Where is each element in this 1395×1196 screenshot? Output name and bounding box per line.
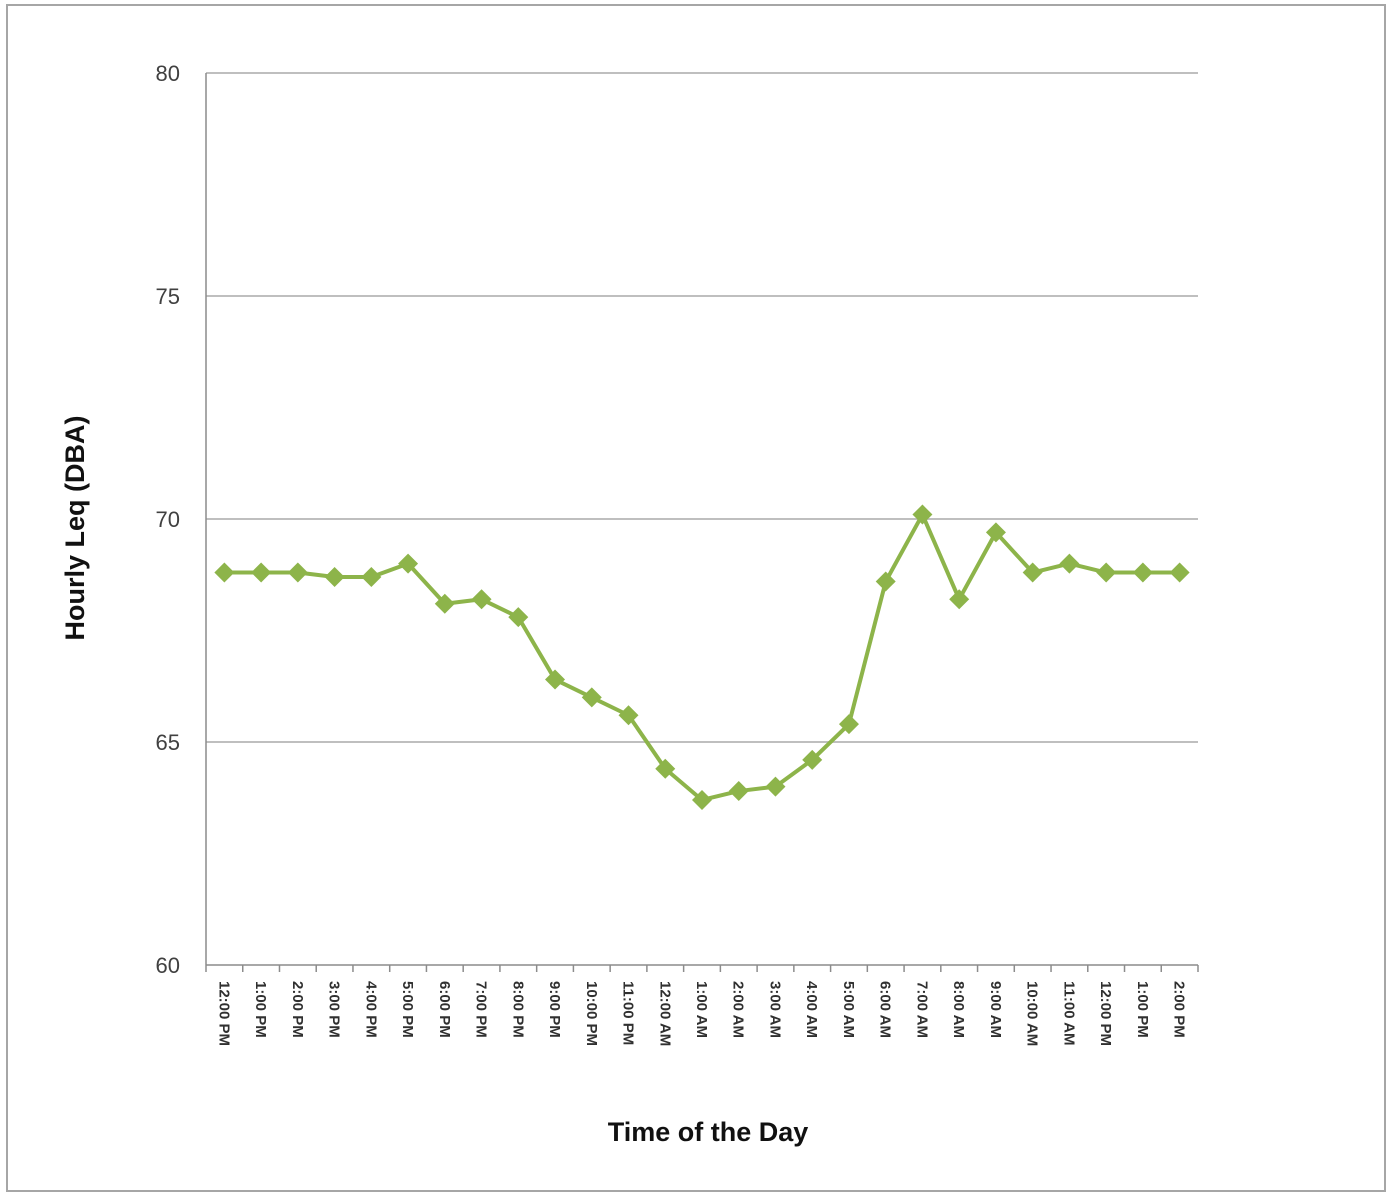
- x-axis-title: Time of the Day: [608, 1117, 809, 1147]
- data-point: [398, 553, 419, 574]
- data-point: [728, 781, 749, 802]
- x-tick-labels: 12:00 PM 1:00 PM 2:00 PM 3:00 PM 4:00 PM 5:00…: [215, 981, 1187, 1046]
- data-point: [361, 566, 382, 587]
- x-tick-label: 2:00 PM: [1171, 981, 1188, 1038]
- x-tick-label: 10:00 PM: [583, 981, 600, 1046]
- data-point: [581, 687, 602, 708]
- x-tick-label: 1:00 PM: [1134, 981, 1151, 1038]
- x-tick-label: 1:00 AM: [693, 981, 710, 1038]
- data-point: [838, 714, 859, 735]
- data-point: [1096, 562, 1117, 583]
- y-tick-labels: 60 65 70 75 80: [156, 61, 180, 978]
- x-tick-label: 2:00 PM: [289, 981, 306, 1038]
- x-tick-label: 5:00 AM: [840, 981, 857, 1038]
- x-tick-label: 10:00 AM: [1024, 981, 1041, 1046]
- x-tick-label: 8:00 PM: [509, 981, 526, 1038]
- data-point: [765, 776, 786, 797]
- data-point: [692, 789, 712, 810]
- data-point: [1132, 562, 1153, 583]
- data-point: [545, 669, 566, 690]
- y-tick-label: 70: [156, 507, 180, 532]
- gridlines: [206, 72, 1198, 743]
- x-tick-label: 12:00 PM: [1097, 981, 1114, 1046]
- y-tick-label: 65: [156, 730, 180, 755]
- data-point: [949, 589, 970, 610]
- data-point: [434, 593, 455, 614]
- y-axis-title: Hourly Leq (DBA): [60, 416, 90, 641]
- x-tick-label: 9:00 PM: [546, 981, 563, 1038]
- x-tick-label: 5:00 PM: [399, 981, 416, 1038]
- x-tick-label: 3:00 PM: [326, 981, 343, 1038]
- data-point: [912, 504, 933, 525]
- x-tick-label: 7:00 AM: [913, 981, 930, 1038]
- data-point: [1022, 562, 1043, 583]
- x-tick-label: 12:00 AM: [656, 981, 673, 1046]
- data-point: [324, 566, 345, 587]
- x-tick-label: 2:00 AM: [730, 981, 747, 1038]
- x-tick-label: 3:00 AM: [766, 981, 783, 1038]
- data-point: [1169, 562, 1190, 583]
- x-tick-label: 1:00 PM: [252, 981, 269, 1038]
- x-tick-label: 6:00 PM: [436, 981, 453, 1038]
- x-tick-label: 12:00 PM: [215, 981, 232, 1046]
- x-tick-label: 9:00 AM: [987, 981, 1004, 1038]
- x-tick-label: 4:00 AM: [803, 981, 820, 1038]
- data-point: [251, 562, 272, 583]
- x-tick-label: 6:00 AM: [877, 981, 894, 1038]
- x-tick-label: 8:00 AM: [950, 981, 967, 1038]
- y-tick-label: 60: [156, 953, 180, 978]
- series: [214, 504, 1190, 810]
- x-tick-label: 11:00 PM: [620, 981, 637, 1045]
- x-tick-label: 7:00 PM: [473, 981, 490, 1038]
- data-point: [287, 562, 308, 583]
- data-point: [655, 758, 676, 779]
- data-point: [1059, 553, 1080, 574]
- x-tick-label: 4:00 PM: [362, 981, 379, 1038]
- y-tick-label: 80: [156, 61, 180, 86]
- x-tick-label: 11:00 AM: [1060, 981, 1077, 1045]
- data-point: [508, 607, 529, 628]
- y-tick-label: 75: [156, 284, 180, 309]
- axes: [205, 73, 1199, 972]
- chart-frame: [6, 4, 1386, 1192]
- series-line: [224, 512, 1180, 802]
- data-point: [985, 522, 1006, 543]
- data-point: [214, 562, 235, 583]
- data-point: [618, 705, 639, 726]
- data-point: [471, 589, 492, 610]
- data-point: [875, 571, 896, 592]
- data-point: [802, 749, 823, 770]
